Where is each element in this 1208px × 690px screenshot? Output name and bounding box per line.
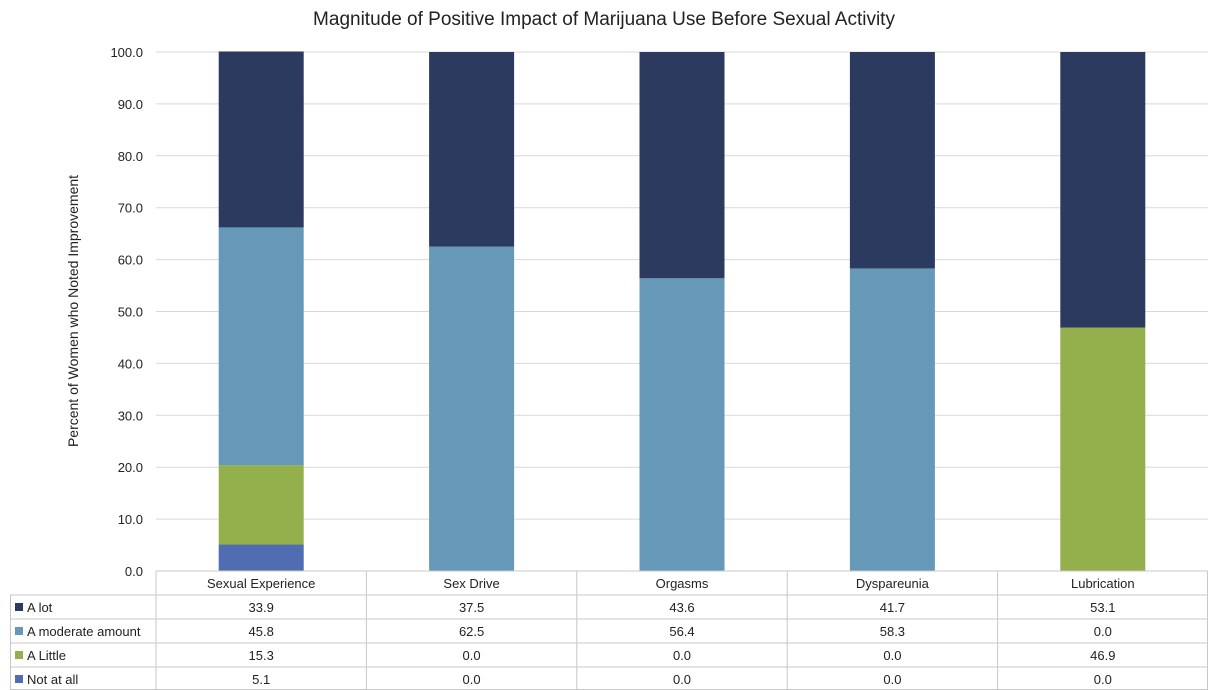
data-label: 15.3 — [249, 648, 274, 663]
data-table: Sexual Experience Sex Drive Orgasms Dyspare… — [10, 570, 1208, 690]
y-tick-label: 60.0 — [118, 253, 143, 268]
bar-segment — [218, 227, 304, 466]
bar-segment — [218, 544, 304, 571]
y-tick-label: 80.0 — [118, 149, 143, 164]
legend-label: A moderate amount — [27, 624, 141, 639]
x-category-label: Dyspareunia — [856, 576, 930, 591]
chart-title: Magnitude of Positive Impact of Marijuan… — [313, 9, 895, 30]
data-label: 43.6 — [669, 600, 694, 615]
x-category-label: Lubrication — [1071, 576, 1135, 591]
data-label: 46.9 — [1090, 648, 1115, 663]
data-label: 62.5 — [459, 624, 484, 639]
y-tick-label: 20.0 — [118, 460, 143, 475]
bar-segment — [639, 52, 725, 279]
data-label: 0.0 — [673, 672, 691, 687]
x-category-label: Orgasms — [656, 576, 709, 591]
data-label: 0.0 — [883, 672, 901, 687]
data-label: 41.7 — [880, 600, 905, 615]
bar-segment — [218, 465, 304, 545]
data-label: 0.0 — [463, 648, 481, 663]
y-tick-label: 100.0 — [110, 45, 143, 60]
y-tick-label: 0.0 — [125, 564, 143, 579]
y-tick-label: 10.0 — [118, 512, 143, 527]
bar-segment — [849, 52, 935, 269]
data-label: 53.1 — [1090, 600, 1115, 615]
legend-swatch — [15, 603, 23, 611]
y-tick-label: 90.0 — [118, 97, 143, 112]
bar-segment — [639, 278, 725, 571]
y-tick-label: 70.0 — [118, 201, 143, 216]
data-label: 0.0 — [1094, 672, 1112, 687]
y-tick-label: 50.0 — [118, 305, 143, 320]
x-category-label: Sexual Experience — [207, 576, 315, 591]
bar-segment — [1060, 52, 1146, 328]
legend-swatch — [15, 675, 23, 683]
bar-segment — [429, 52, 515, 247]
y-axis-label: Percent of Women who Noted Improvement — [65, 175, 81, 447]
legend-label: A lot — [27, 600, 53, 615]
bar-segment — [429, 246, 515, 571]
legend-label: Not at all — [27, 672, 78, 687]
data-label: 0.0 — [463, 672, 481, 687]
legend-swatch — [15, 627, 23, 635]
bar-segment — [1060, 327, 1146, 571]
bars — [218, 51, 1146, 571]
bar-segment — [218, 51, 304, 228]
data-label: 5.1 — [252, 672, 270, 687]
data-label: 45.8 — [249, 624, 274, 639]
y-axis-ticks: 0.0 10.0 20.0 30.0 40.0 50.0 60.0 70.0 80.0 90.0 1… — [110, 45, 143, 579]
data-label: 58.3 — [880, 624, 905, 639]
x-category-label: Sex Drive — [443, 576, 499, 591]
data-label: 33.9 — [249, 600, 274, 615]
data-label: 0.0 — [883, 648, 901, 663]
legend-swatch — [15, 651, 23, 659]
data-label: 56.4 — [669, 624, 694, 639]
bar-segment — [849, 268, 935, 571]
data-label: 0.0 — [673, 648, 691, 663]
y-tick-label: 40.0 — [118, 356, 143, 371]
y-tick-label: 30.0 — [118, 408, 143, 423]
data-label: 0.0 — [1094, 624, 1112, 639]
data-label: 37.5 — [459, 600, 484, 615]
legend-label: A Little — [27, 648, 66, 663]
